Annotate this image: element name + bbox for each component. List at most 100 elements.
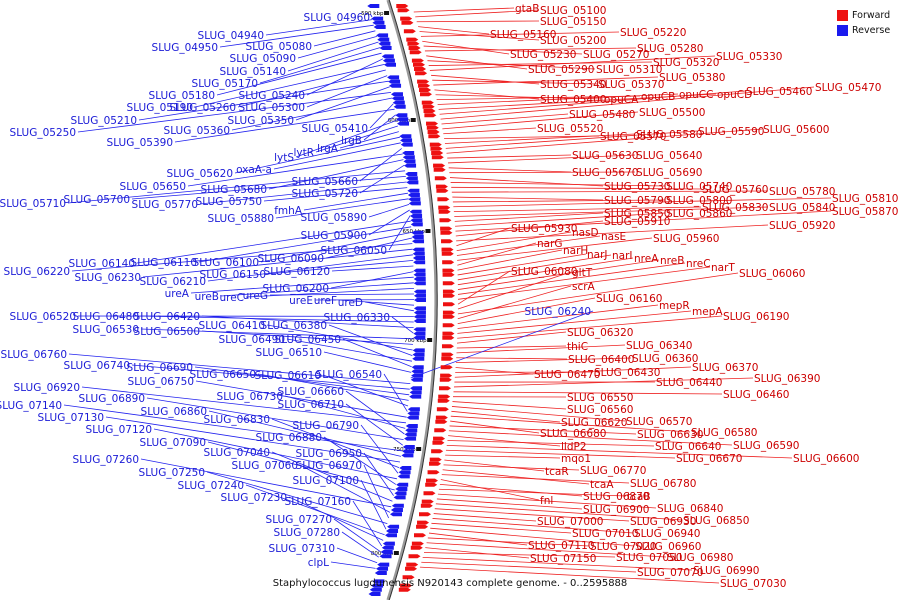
forward-gene-label[interactable]: opuCB [641, 91, 675, 103]
forward-gene-label[interactable]: nreB [660, 255, 684, 267]
reverse-gene-label[interactable]: SLUG_05260 [170, 102, 236, 114]
forward-gene-label[interactable]: SLUG_06340 [626, 340, 692, 352]
reverse-gene-label[interactable]: SLUG_06450 [275, 334, 341, 346]
reverse-gene-label[interactable]: ureE [289, 295, 313, 307]
reverse-gene-label[interactable]: SLUG_06710 [278, 399, 344, 411]
forward-gene-label[interactable]: SLUG_06840 [657, 503, 723, 515]
reverse-gene-label[interactable]: SLUG_05900 [301, 230, 367, 242]
reverse-gene-label[interactable]: SLUG_05650 [120, 181, 186, 193]
forward-gene-label[interactable]: SLUG_05800 [666, 195, 732, 207]
reverse-gene-label[interactable]: SLUG_07230 [221, 492, 287, 504]
reverse-gene-label[interactable]: SLUG_05710 [0, 198, 66, 210]
forward-gene-label[interactable]: SLUG_05590 [698, 126, 764, 138]
forward-gene-label[interactable]: SLUG_05760 [702, 184, 768, 196]
reverse-gene-label[interactable]: SLUG_06750 [128, 376, 194, 388]
forward-gene-label[interactable]: nreA [634, 253, 659, 265]
forward-gene-label[interactable]: SLUG_06470 [534, 369, 600, 381]
forward-gene-label[interactable]: SLUG_07150 [530, 553, 596, 565]
forward-gene-label[interactable]: SLUG_05920 [769, 220, 835, 232]
forward-gene-label[interactable]: mqo1 [561, 453, 591, 465]
reverse-gene-label[interactable]: SLUG_05880 [208, 213, 274, 225]
forward-gene-label[interactable]: SLUG_06850 [683, 515, 749, 527]
forward-gene-label[interactable]: SLUG_07010 [572, 528, 638, 540]
forward-gene-label[interactable]: SLUG_06360 [632, 353, 698, 365]
reverse-gene-label[interactable]: fmhA [274, 205, 303, 217]
forward-gene-label[interactable]: nasE [601, 231, 626, 243]
forward-gene-label[interactable]: SLUG_06430 [594, 367, 660, 379]
reverse-gene-label[interactable]: SLUG_06380 [261, 320, 327, 332]
reverse-gene-label[interactable]: SLUG_06760 [1, 349, 67, 361]
reverse-gene-label[interactable]: lytR [293, 147, 314, 159]
forward-gene-label[interactable]: SLUG_06680 [540, 428, 606, 440]
forward-gene-label[interactable]: SLUG_06640 [655, 441, 721, 453]
reverse-gene-label[interactable]: SLUG_06610 [255, 370, 321, 382]
forward-gene-label[interactable]: SLUG_05290 [528, 64, 594, 76]
reverse-gene-label[interactable]: SLUG_07270 [266, 514, 332, 526]
forward-gene-label[interactable]: SLUG_06460 [723, 389, 789, 401]
forward-gene-label[interactable]: narG [537, 238, 563, 250]
reverse-gene-label[interactable]: SLUG_05180 [149, 90, 215, 102]
forward-gene-label[interactable]: SLUG_05790 [604, 195, 670, 207]
reverse-gene-label[interactable]: SLUG_05300 [239, 102, 305, 114]
forward-gene-label[interactable]: SLUG_06930 [630, 516, 696, 528]
reverse-gene-label[interactable]: SLUG_07280 [274, 527, 340, 539]
reverse-gene-label[interactable]: SLUG_06050 [321, 245, 387, 257]
forward-gene-label[interactable]: SLUG_06320 [567, 327, 633, 339]
reverse-gene-label[interactable]: ureC [219, 292, 244, 304]
forward-gene-label[interactable]: SLUG_06440 [656, 377, 722, 389]
reverse-gene-label[interactable]: SLUG_04940 [198, 30, 264, 42]
forward-gene-label[interactable]: SLUG_05600 [763, 124, 829, 136]
forward-gene-label[interactable]: tcaR [545, 466, 569, 478]
forward-gene-label[interactable]: SLUG_06770 [580, 465, 646, 477]
reverse-gene-label[interactable]: SLUG_05390 [107, 137, 173, 149]
reverse-gene-label[interactable]: SLUG_06090 [258, 253, 324, 265]
forward-gene-label[interactable]: SLUG_06190 [723, 311, 789, 323]
reverse-gene-label[interactable]: SLUG_06890 [79, 393, 145, 405]
forward-gene-label[interactable]: SLUG_07000 [537, 516, 603, 528]
reverse-gene-label[interactable]: ureD [338, 297, 363, 309]
reverse-gene-label[interactable]: SLUG_06970 [296, 460, 362, 472]
reverse-gene-label[interactable]: SLUG_05080 [246, 41, 312, 53]
reverse-gene-label[interactable]: SLUG_06110 [131, 257, 197, 269]
reverse-gene-label[interactable]: SLUG_06950 [296, 448, 362, 460]
forward-gene-label[interactable]: fnl [540, 495, 553, 507]
reverse-gene-label[interactable]: SLUG_05620 [167, 168, 233, 180]
forward-gene-label[interactable]: SLUG_05320 [653, 57, 719, 69]
reverse-gene-label[interactable]: SLUG_07310 [269, 543, 335, 555]
forward-gene-label[interactable]: SLUG_05500 [639, 107, 705, 119]
forward-gene-label[interactable]: mepA [692, 306, 723, 318]
forward-gene-label[interactable]: SLUG_06570 [626, 416, 692, 428]
reverse-gene-label[interactable]: SLUG_06690 [127, 362, 193, 374]
reverse-gene-label[interactable]: SLUG_06740 [64, 360, 130, 372]
reverse-gene-label[interactable]: SLUG_05770 [132, 199, 198, 211]
forward-gene-label[interactable]: SLUG_05630 [572, 150, 638, 162]
forward-gene-label[interactable]: SLUG_06080 [511, 266, 577, 278]
forward-gene-label[interactable]: thiC [567, 341, 588, 353]
forward-gene-label[interactable]: SLUG_06940 [634, 528, 700, 540]
forward-gene-label[interactable]: SLUG_05690 [636, 167, 702, 179]
reverse-gene-label[interactable]: SLUG_05720 [292, 188, 358, 200]
reverse-gene-label[interactable]: SLUG_06150 [200, 269, 266, 281]
forward-gene-label[interactable]: SLUG_05280 [637, 43, 703, 55]
forward-gene-label[interactable]: SLUG_05220 [620, 27, 686, 39]
reverse-gene-label[interactable]: SLUG_06500 [134, 326, 200, 338]
forward-gene-label[interactable]: SLUG_06630 [637, 429, 703, 441]
reverse-gene-label[interactable]: SLUG_07250 [139, 467, 205, 479]
forward-gene-label[interactable]: SLUG_05640 [636, 150, 702, 162]
reverse-gene-label[interactable]: SLUG_06140 [69, 258, 135, 270]
reverse-gene-label[interactable]: SLUG_05210 [71, 115, 137, 127]
forward-gene-label[interactable]: SLUG_05160 [490, 29, 556, 41]
forward-gene-label[interactable]: SLUG_06620 [561, 417, 627, 429]
forward-gene-label[interactable]: SLUG_07030 [720, 578, 786, 590]
forward-gene-label[interactable]: SLUG_06870 [583, 491, 649, 503]
forward-gene-label[interactable]: nreC [686, 258, 711, 270]
reverse-gene-label[interactable]: SLUG_07100 [293, 475, 359, 487]
forward-gene-label[interactable]: SLUG_05740 [666, 181, 732, 193]
forward-gene-label[interactable]: SLUG_05330 [716, 51, 782, 63]
forward-gene-label[interactable]: SLUG_06400 [568, 354, 634, 366]
forward-gene-label[interactable]: SLUG_06370 [692, 362, 758, 374]
forward-gene-label[interactable]: SLUG_06990 [693, 565, 759, 577]
forward-gene-label[interactable]: SLUG_05100 [540, 5, 606, 17]
forward-gene-label[interactable]: SLUG_07020 [590, 541, 656, 553]
reverse-gene-label[interactable]: SLUG_05250 [10, 127, 76, 139]
